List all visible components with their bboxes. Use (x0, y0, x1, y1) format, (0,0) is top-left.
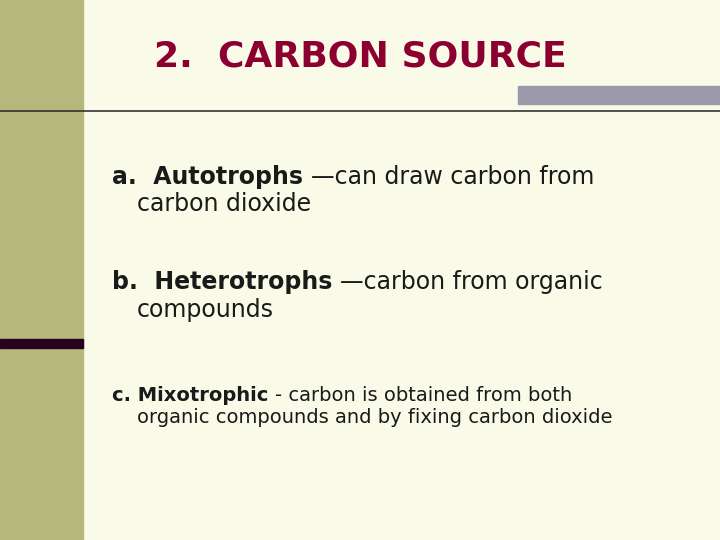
Text: c. Mixotrophic: c. Mixotrophic (112, 386, 275, 405)
Bar (0, 339, 83, 348)
Bar (518, 86, 720, 104)
Bar (0, 0, 83, 540)
Text: carbon dioxide: carbon dioxide (137, 192, 311, 217)
Text: - carbon is obtained from both: - carbon is obtained from both (275, 386, 572, 405)
Text: 2.  CARBON SOURCE: 2. CARBON SOURCE (153, 40, 567, 73)
Text: compounds: compounds (137, 298, 274, 322)
Text: —carbon from organic: —carbon from organic (341, 270, 603, 294)
Text: b.  Heterotrophs: b. Heterotrophs (112, 270, 341, 294)
Text: organic compounds and by fixing carbon dioxide: organic compounds and by fixing carbon d… (137, 408, 612, 427)
Text: —can draw carbon from: —can draw carbon from (311, 165, 594, 188)
Text: a.  Autotrophs: a. Autotrophs (112, 165, 311, 188)
